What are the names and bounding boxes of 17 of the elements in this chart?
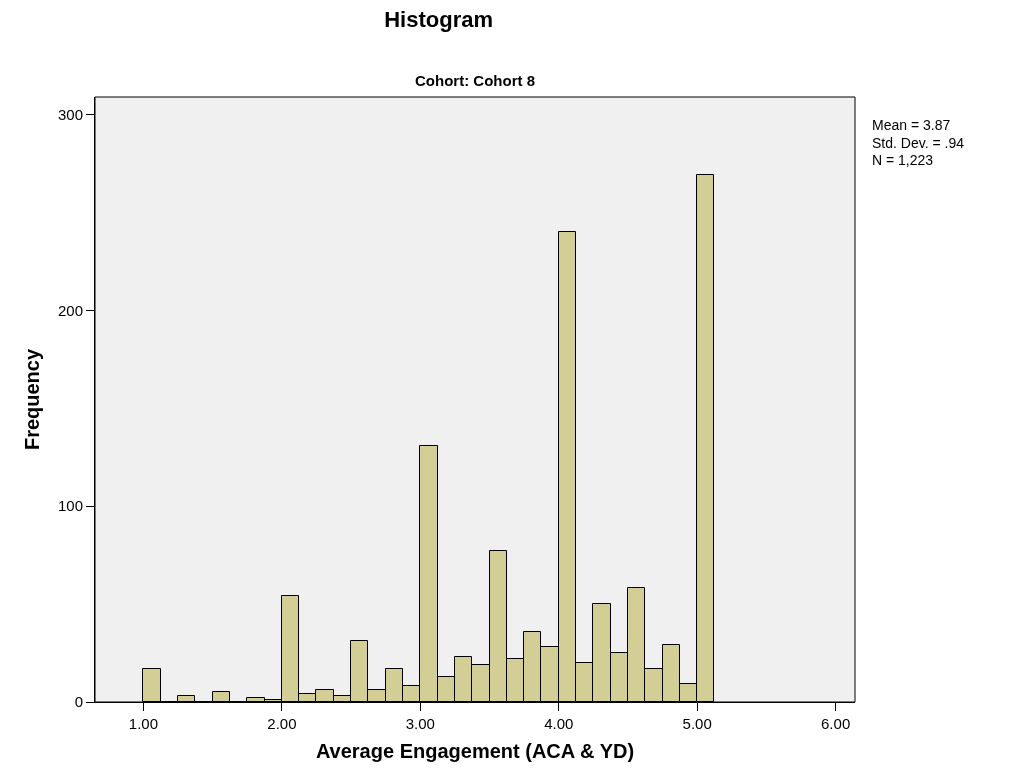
x-axis-title: Average Engagement (ACA & YD): [315, 739, 635, 762]
y-tick-label: 0: [74, 693, 83, 711]
x-tick-label: 5.00: [682, 715, 712, 732]
chart-title: Histogram: [384, 7, 493, 33]
chart-subtitle: Cohort: Cohort 8: [415, 72, 535, 89]
y-axis-title: Frequency: [21, 348, 44, 451]
x-tick-label: 4.00: [544, 715, 574, 732]
y-tick-label: 200: [57, 301, 83, 319]
y-tick-label: 100: [57, 497, 83, 515]
text: Mean = 3.87: [872, 117, 951, 133]
x-tick-label: 1.00: [128, 715, 159, 732]
x-tick-label: 3.00: [405, 715, 435, 732]
x-tick-label: 6.00: [821, 715, 851, 732]
y-tick-label: 300: [57, 105, 83, 123]
text: Std. Dev. = .94: [872, 135, 965, 151]
text: N = 1,223: [872, 152, 934, 168]
x-tick-label: 2.00: [267, 715, 297, 732]
